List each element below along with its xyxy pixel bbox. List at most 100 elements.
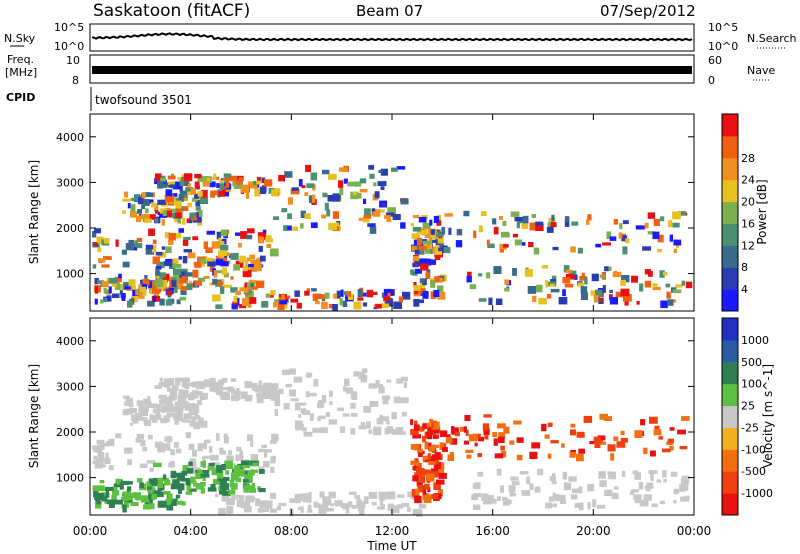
data-cell	[114, 276, 122, 283]
data-cell	[279, 300, 288, 305]
data-cell	[364, 208, 371, 216]
data-cell	[289, 498, 296, 503]
data-cell	[254, 469, 259, 473]
data-cell	[188, 404, 196, 410]
data-cell	[647, 270, 653, 277]
data-cell	[168, 239, 174, 245]
data-cell	[232, 495, 239, 500]
data-cell	[149, 467, 154, 472]
data-cell	[631, 489, 640, 493]
data-cell	[226, 455, 234, 462]
data-cell	[92, 485, 102, 492]
data-cell	[483, 414, 492, 418]
data-cell	[472, 483, 478, 489]
data-cell	[245, 191, 250, 199]
data-cell	[139, 408, 149, 417]
data-cell	[401, 411, 407, 417]
data-cell	[607, 471, 614, 475]
y-tick-label: 1000	[56, 268, 84, 281]
data-cell	[611, 492, 619, 500]
data-cell	[430, 229, 435, 235]
data-cell	[430, 248, 434, 254]
data-cell	[663, 478, 667, 483]
data-cell	[139, 482, 144, 489]
data-cell	[224, 252, 230, 257]
data-cell	[92, 264, 97, 269]
data-cell	[167, 400, 173, 406]
data-cell	[503, 426, 510, 434]
data-cell	[421, 485, 426, 492]
data-cell	[659, 270, 665, 278]
data-cell	[166, 384, 170, 392]
data-cell	[411, 246, 418, 252]
data-cell	[661, 470, 667, 478]
velocity-colorbar: 1000 500 100 25 -25 -100 -500 -1000	[721, 317, 773, 516]
data-cell	[258, 245, 263, 252]
data-cell	[620, 430, 625, 436]
data-cell	[328, 173, 337, 180]
data-cell	[618, 232, 623, 239]
data-cell	[240, 231, 248, 239]
data-cell	[214, 190, 218, 196]
data-cell	[392, 214, 401, 220]
data-cell	[145, 248, 155, 255]
data-cell	[417, 448, 423, 453]
date-title: 07/Sep/2012	[600, 2, 696, 20]
data-cell	[321, 214, 327, 219]
data-cell	[220, 244, 229, 251]
data-cell	[547, 422, 553, 428]
data-cell	[223, 436, 229, 444]
data-cell	[230, 252, 239, 260]
data-cell	[502, 220, 507, 226]
data-cell	[569, 429, 577, 436]
data-cell	[202, 460, 206, 469]
data-cell	[311, 194, 316, 203]
data-cell	[501, 450, 507, 458]
data-cell	[624, 298, 629, 306]
nsearch-tick-bottom: 10^0	[708, 40, 738, 53]
data-cell	[182, 239, 189, 246]
data-cell	[164, 436, 173, 442]
data-cell	[168, 462, 176, 468]
data-cell	[242, 266, 248, 272]
data-cell	[478, 436, 485, 442]
data-cell	[124, 408, 133, 415]
data-cell	[318, 400, 322, 405]
data-cell	[352, 191, 357, 196]
data-cell	[545, 280, 549, 288]
data-cell	[629, 491, 635, 496]
data-cell	[270, 466, 275, 473]
data-cell	[346, 291, 351, 297]
data-cell	[422, 240, 431, 245]
data-cell	[678, 211, 686, 216]
data-cell	[424, 441, 429, 450]
data-cell	[147, 434, 153, 440]
data-cell	[176, 377, 184, 382]
data-cell	[358, 507, 365, 515]
data-cell	[184, 385, 190, 390]
data-cell	[221, 392, 231, 400]
data-cell	[381, 203, 386, 207]
data-cell	[169, 263, 176, 269]
data-cell	[134, 240, 138, 248]
data-cell	[435, 244, 440, 250]
data-cell	[620, 288, 630, 297]
data-cell	[151, 245, 157, 253]
data-cell	[468, 434, 478, 442]
data-cell	[612, 271, 622, 278]
data-cell	[298, 179, 303, 187]
data-cell	[477, 471, 484, 477]
data-cell	[423, 455, 432, 460]
data-cell	[328, 304, 334, 309]
data-cell	[497, 436, 505, 444]
data-cell	[339, 188, 344, 196]
data-cell	[412, 255, 419, 262]
data-cell	[273, 216, 280, 220]
data-cell	[197, 191, 203, 197]
data-cell	[235, 179, 241, 185]
data-cell	[238, 304, 247, 309]
data-cell	[424, 258, 432, 266]
data-cell	[576, 431, 585, 438]
data-cell	[321, 301, 328, 309]
data-cell	[116, 282, 120, 287]
